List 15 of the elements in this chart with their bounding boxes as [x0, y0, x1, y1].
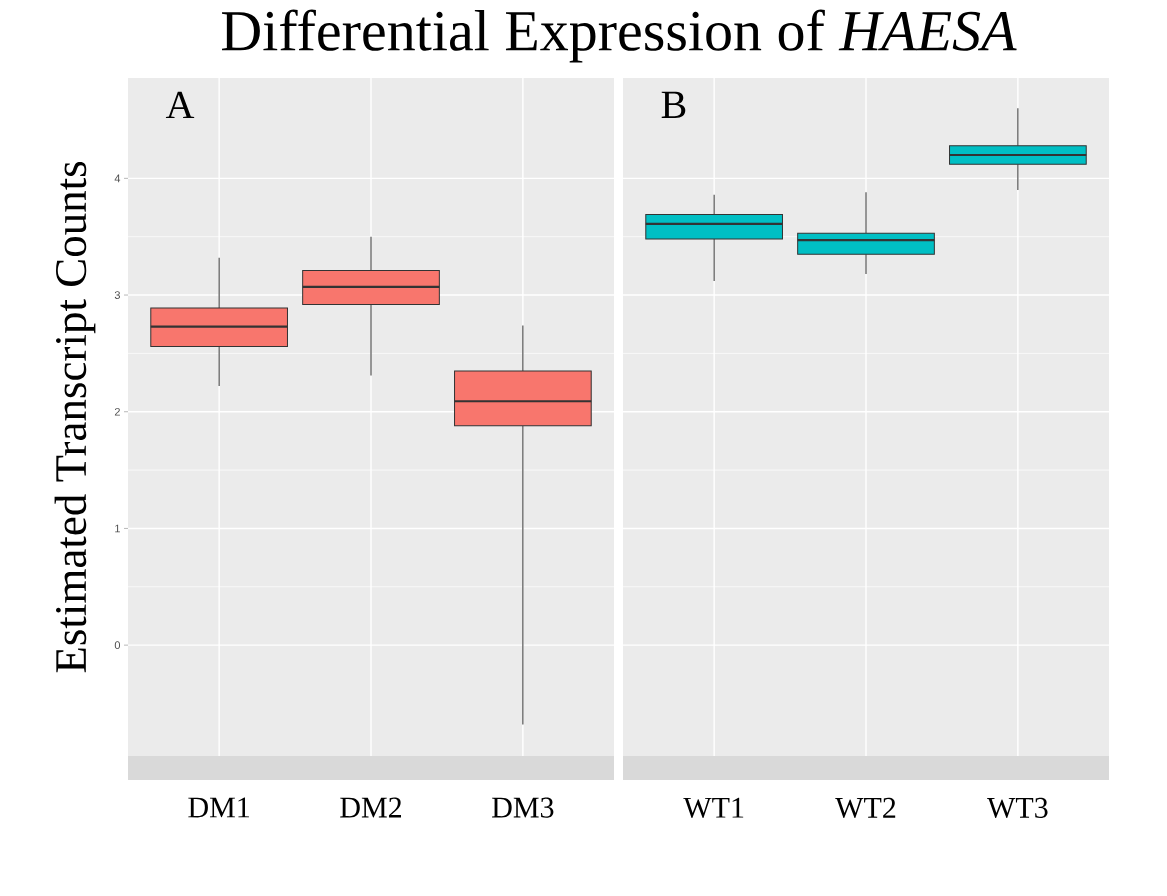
x-tick-label: WT2: [835, 797, 896, 819]
annotation: B: [661, 91, 686, 118]
y-tick-label: 1: [115, 524, 120, 533]
x-tick-label: DM1: [188, 797, 249, 818]
y-tick-label: 4: [114, 174, 121, 183]
x-tick-label: DM2: [340, 797, 402, 818]
chart-title: Differential Expression of HAESA: [222, 9, 1017, 63]
y-tick-label: 3: [114, 291, 120, 299]
y-tick-label: 2: [114, 407, 120, 416]
annotation: A: [165, 91, 195, 119]
x-tick-label: WT1: [683, 797, 744, 819]
x-tick-label: DM3: [492, 797, 554, 818]
y-axis-title: Estimated Transcript Counts: [54, 161, 96, 673]
x-tick-label: WT3: [987, 797, 1048, 819]
y-tick-label: 0: [114, 641, 121, 650]
